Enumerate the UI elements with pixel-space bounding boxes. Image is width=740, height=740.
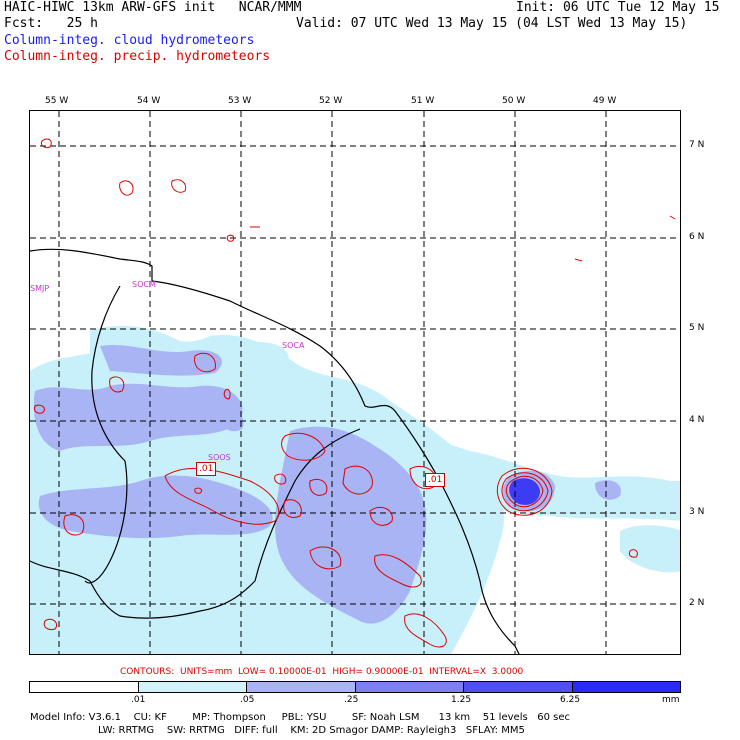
region-label-socm: SOCM	[132, 280, 156, 289]
init-time: Init: 06 UTC Tue 12 May 15	[516, 0, 720, 15]
colorbar	[29, 681, 681, 693]
shaded-field-medium	[33, 344, 621, 624]
lat-label-3n: 3 N	[689, 507, 705, 517]
lon-label-51w: 51 W	[411, 96, 435, 106]
colorbar-segment	[30, 682, 139, 692]
run-title: HAIC-HIWC 13km ARW-GFS init NCAR/MMM	[4, 0, 302, 15]
legend-cloud: Column-integ. cloud hydrometeors	[4, 33, 255, 48]
lat-label-5n: 5 N	[689, 323, 705, 333]
forecast-hour: Fcst: 25 h	[4, 16, 98, 31]
region-label-smjp: SMJP	[30, 284, 50, 293]
model-info-line2: LW: RRTMG SW: RRTMG DIFF: full KM: 2D Sm…	[98, 725, 525, 736]
colorbar-level: .01	[131, 695, 146, 705]
colorbar-segment	[464, 682, 573, 692]
lon-label-50w: 50 W	[502, 96, 526, 106]
contour-value-box: .01	[196, 462, 217, 476]
coastline	[30, 248, 520, 654]
lon-label-55w: 55 W	[45, 96, 69, 106]
lat-label-7n: 7 N	[689, 140, 705, 150]
lon-label-49w: 49 W	[593, 96, 617, 106]
colorbar-level: 1.25	[451, 695, 472, 705]
colorbar-unit: mm	[662, 695, 680, 705]
lat-label-6n: 6 N	[689, 232, 705, 242]
lon-label-54w: 54 W	[137, 96, 161, 106]
lat-lon-grid	[30, 111, 680, 654]
colorbar-segment	[138, 682, 247, 692]
map-panel: SMJP SOCM SOCA SOOS .01 .01	[29, 110, 681, 655]
colorbar-level: 6.25	[560, 695, 581, 705]
model-info-line1: Model Info: V3.6.1 CU: KF MP: Thompson P…	[30, 712, 570, 723]
colorbar-segment	[355, 682, 464, 692]
valid-time: Valid: 07 UTC Wed 13 May 15 (04 LST Wed …	[296, 16, 688, 31]
precip-contours	[34, 138, 676, 648]
region-label-soos: SOOS	[208, 453, 231, 462]
lon-label-52w: 52 W	[319, 96, 343, 106]
legend-precip: Column-integ. precip. hydrometeors	[4, 49, 271, 64]
lon-label-53w: 53 W	[228, 96, 252, 106]
colorbar-level: .05	[240, 695, 255, 705]
map-canvas	[30, 111, 680, 654]
colorbar-segment	[247, 682, 356, 692]
region-label-soca: SOCA	[282, 341, 305, 350]
lat-label-2n: 2 N	[689, 598, 705, 608]
contour-value-box: .01	[425, 473, 446, 487]
contours-info: CONTOURS: UNITS=mm LOW= 0.10000E-01 HIGH…	[120, 667, 524, 677]
shaded-field-dark	[509, 478, 540, 505]
colorbar-segment	[572, 682, 680, 692]
colorbar-level: .25	[344, 695, 359, 705]
lat-label-4n: 4 N	[689, 415, 705, 425]
